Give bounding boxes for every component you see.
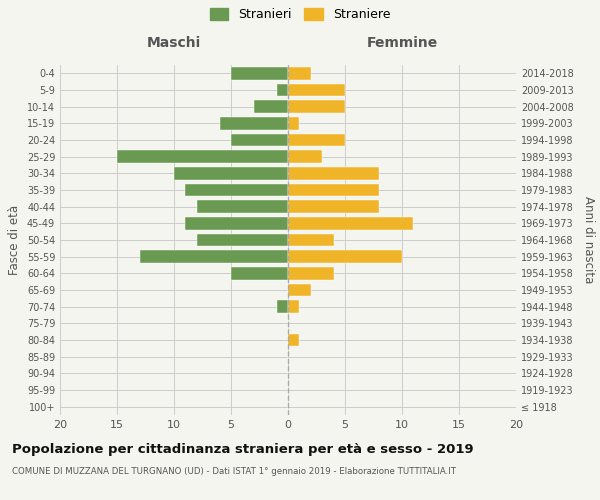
Bar	[185, 184, 288, 196]
Bar	[231, 134, 288, 146]
Bar	[288, 284, 311, 296]
Bar	[197, 200, 288, 213]
Bar	[277, 300, 288, 313]
Bar	[220, 117, 288, 130]
Bar	[277, 84, 288, 96]
Text: COMUNE DI MUZZANA DEL TURGNANO (UD) - Dati ISTAT 1° gennaio 2019 - Elaborazione : COMUNE DI MUZZANA DEL TURGNANO (UD) - Da…	[12, 468, 456, 476]
Bar	[231, 67, 288, 80]
Bar	[117, 150, 288, 163]
Text: Popolazione per cittadinanza straniera per età e sesso - 2019: Popolazione per cittadinanza straniera p…	[12, 442, 473, 456]
Bar	[254, 100, 288, 113]
Bar	[288, 134, 345, 146]
Bar	[288, 84, 345, 96]
Bar	[288, 167, 379, 179]
Text: Femmine: Femmine	[367, 36, 437, 50]
Bar	[288, 67, 311, 80]
Legend: Stranieri, Straniere: Stranieri, Straniere	[205, 2, 395, 26]
Bar	[288, 150, 322, 163]
Bar	[288, 184, 379, 196]
Bar	[288, 200, 379, 213]
Bar	[231, 267, 288, 280]
Text: Maschi: Maschi	[147, 36, 201, 50]
Bar	[288, 217, 413, 230]
Bar	[288, 250, 402, 263]
Bar	[288, 100, 345, 113]
Bar	[288, 300, 299, 313]
Bar	[288, 234, 334, 246]
Bar	[197, 234, 288, 246]
Bar	[288, 117, 299, 130]
Bar	[288, 334, 299, 346]
Y-axis label: Fasce di età: Fasce di età	[8, 205, 21, 275]
Y-axis label: Anni di nascita: Anni di nascita	[582, 196, 595, 284]
Bar	[174, 167, 288, 179]
Bar	[185, 217, 288, 230]
Bar	[288, 267, 334, 280]
Bar	[140, 250, 288, 263]
